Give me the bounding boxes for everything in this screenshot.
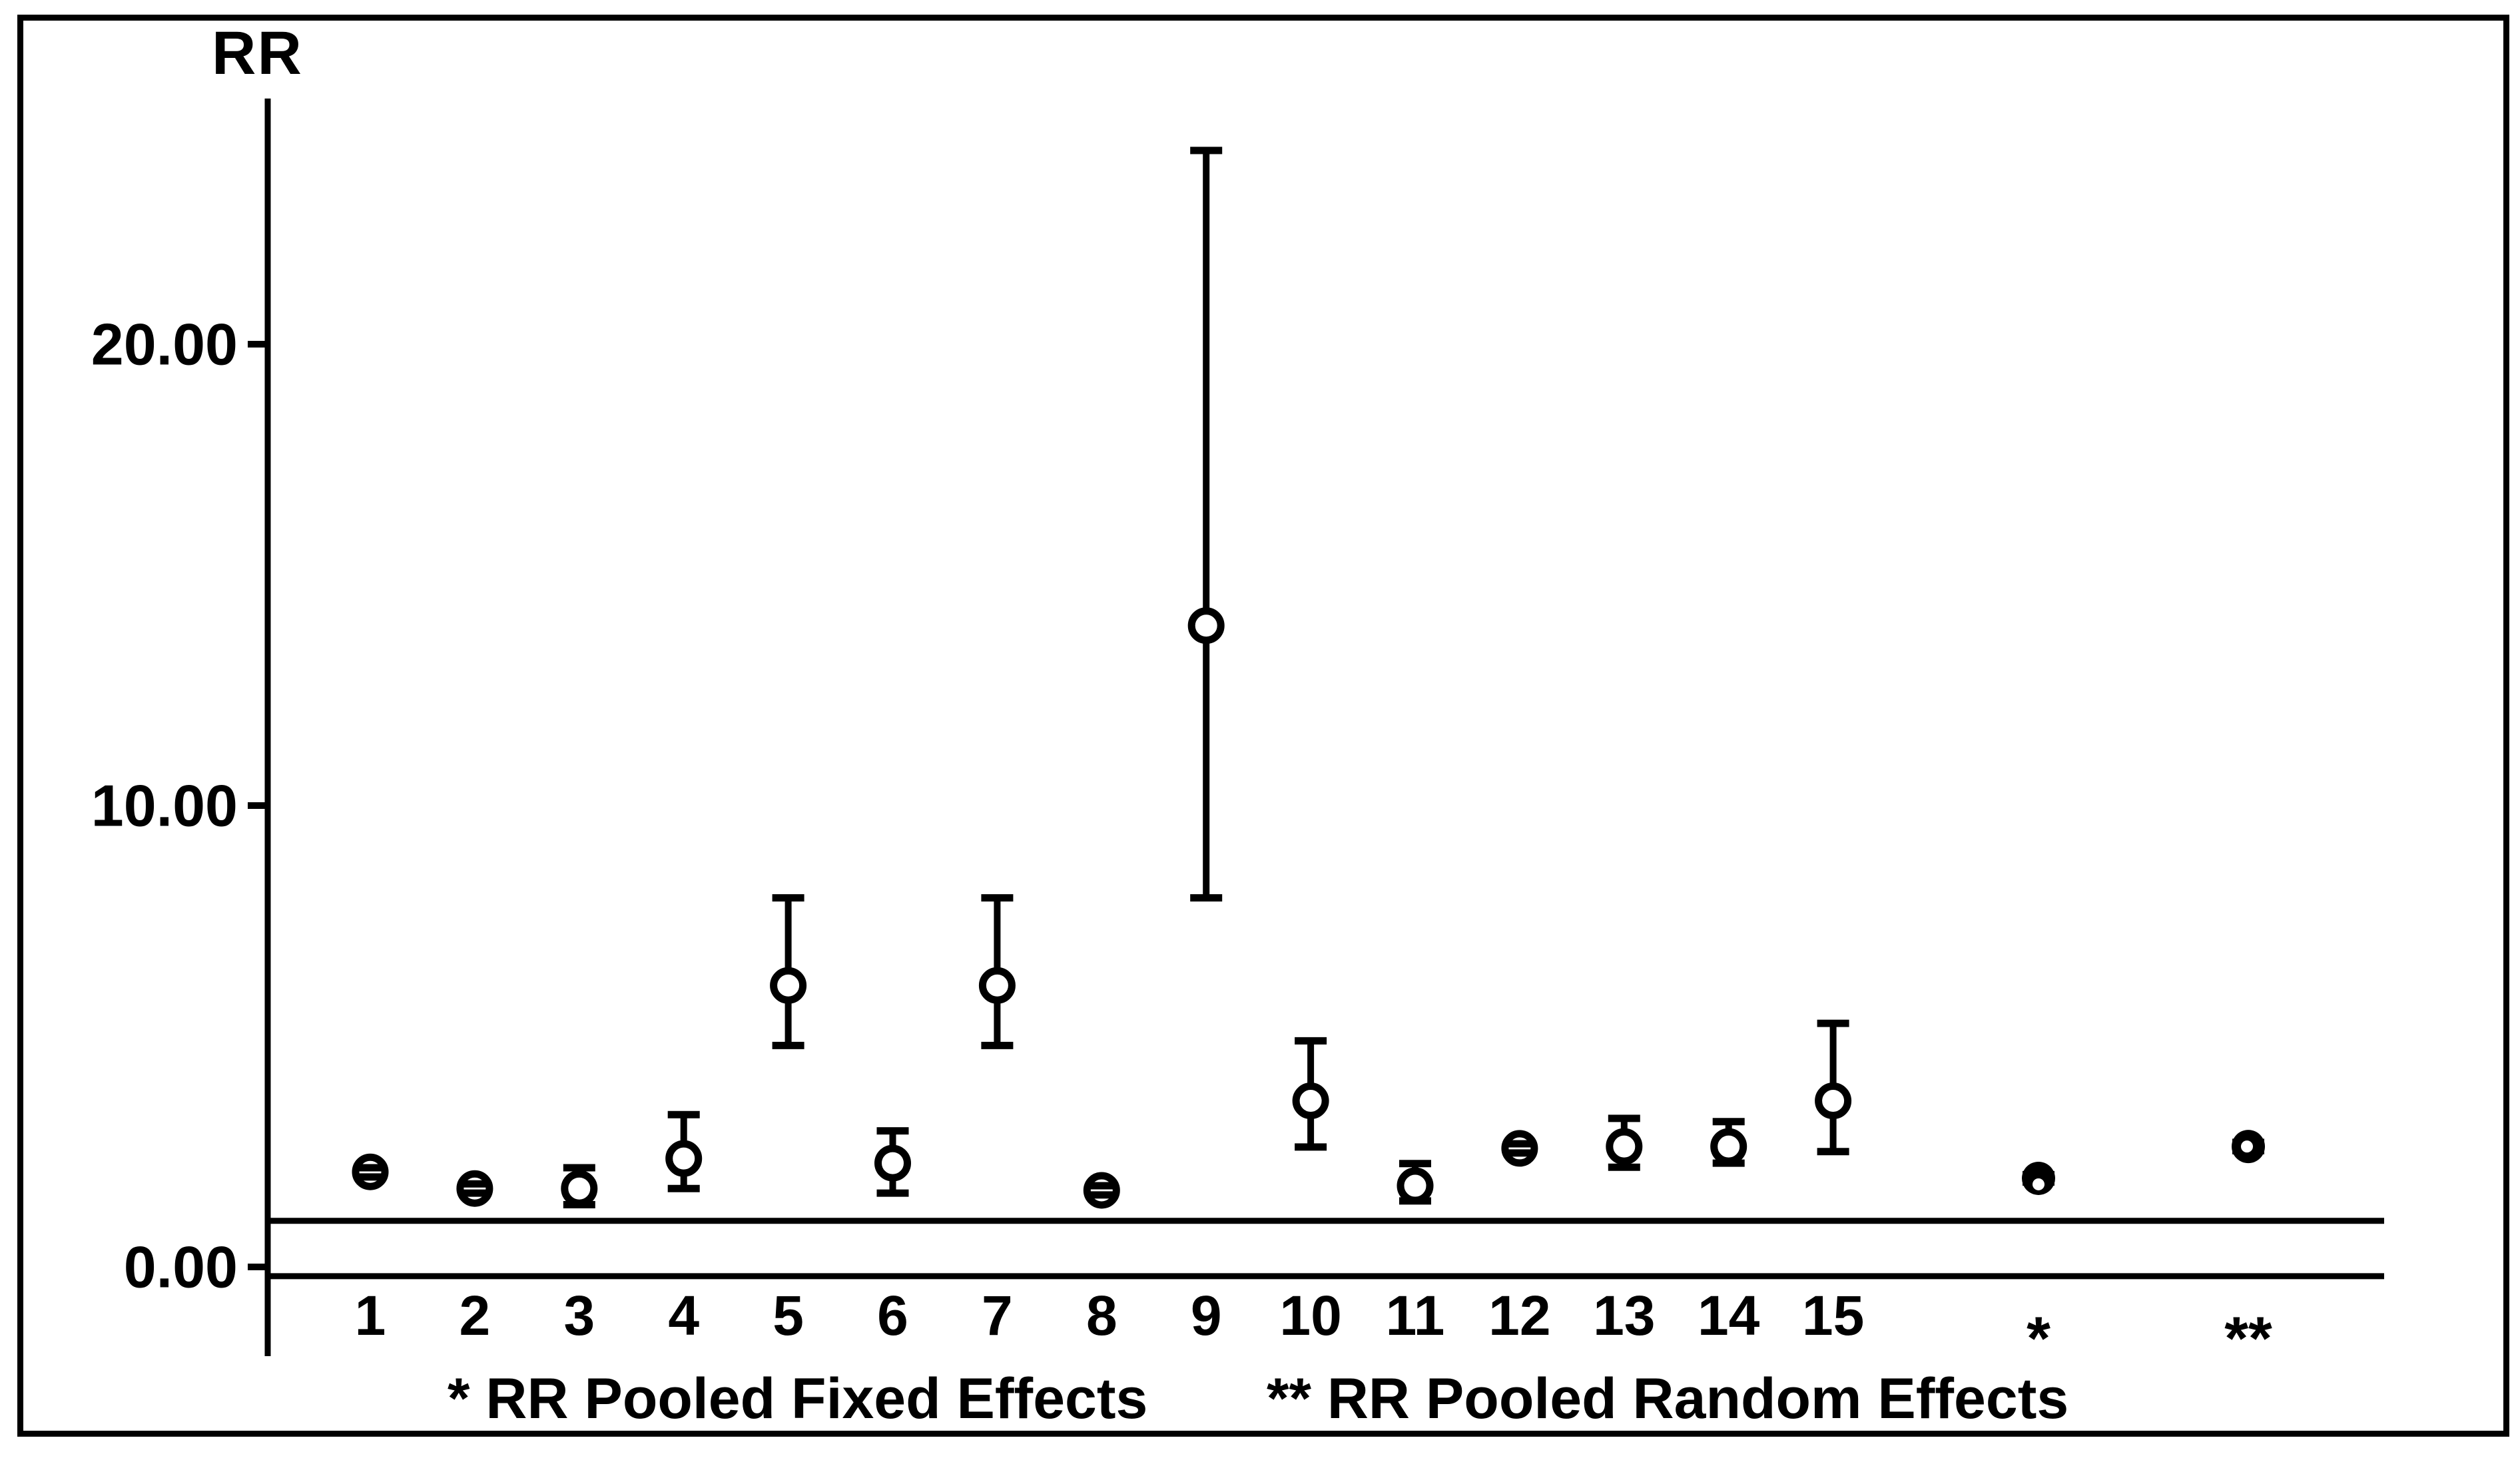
- x-tick-label-6: 6: [877, 1284, 908, 1347]
- data-point-marker-6: [874, 1144, 911, 1182]
- x-tick-label-13: 13: [1593, 1284, 1655, 1347]
- footnote-pooled-random-effects: ** RR Pooled Random Effects: [1267, 1367, 2069, 1431]
- data-point-marker-9: [1187, 607, 1225, 644]
- pooled-marker-hole-**: [2241, 1140, 2253, 1153]
- x-tick-label-14: 14: [1698, 1284, 1760, 1347]
- x-tick-label-*: *: [2027, 1305, 2050, 1373]
- x-tick-label-4: 4: [668, 1284, 699, 1347]
- data-point-marker-1: [352, 1153, 389, 1190]
- x-tick-label-10: 10: [1279, 1284, 1341, 1347]
- x-tick-label-11: 11: [1386, 1284, 1445, 1347]
- y-tick-label: 0.00: [124, 1234, 238, 1300]
- data-point-marker-5: [770, 967, 807, 1004]
- x-tick-label-12: 12: [1488, 1284, 1550, 1347]
- data-point-marker-10: [1292, 1083, 1329, 1120]
- data-point-marker-15: [1815, 1083, 1852, 1120]
- x-tick-label-9: 9: [1191, 1284, 1222, 1347]
- x-tick-label-3: 3: [563, 1284, 595, 1347]
- x-tick-label-1: 1: [355, 1284, 386, 1347]
- y-axis-title: RR: [212, 19, 303, 87]
- y-tick-label: 10.00: [91, 773, 238, 839]
- data-point-marker-14: [1710, 1128, 1747, 1165]
- x-tick-label-15: 15: [1802, 1284, 1864, 1347]
- footnote-pooled-fixed-effects: * RR Pooled Fixed Effects: [448, 1367, 1148, 1431]
- x-tick-label-5: 5: [773, 1284, 804, 1347]
- data-point-marker-4: [665, 1140, 703, 1177]
- data-point-marker-12: [1501, 1130, 1538, 1167]
- x-tick-label-2: 2: [460, 1284, 491, 1347]
- x-tick-label-8: 8: [1086, 1284, 1117, 1347]
- pooled-marker-hole-*: [2033, 1178, 2045, 1190]
- figure-border: [17, 15, 2509, 1437]
- x-tick-label-7: 7: [982, 1284, 1013, 1347]
- data-point-marker-8: [1083, 1172, 1120, 1209]
- data-point-marker-2: [456, 1170, 493, 1207]
- x-tick-label-**: **: [2224, 1305, 2272, 1373]
- data-point-marker-7: [978, 967, 1016, 1004]
- y-tick-label: 20.00: [91, 312, 238, 377]
- data-point-marker-11: [1397, 1167, 1434, 1204]
- data-point-marker-13: [1606, 1128, 1643, 1165]
- data-point-marker-3: [561, 1170, 598, 1207]
